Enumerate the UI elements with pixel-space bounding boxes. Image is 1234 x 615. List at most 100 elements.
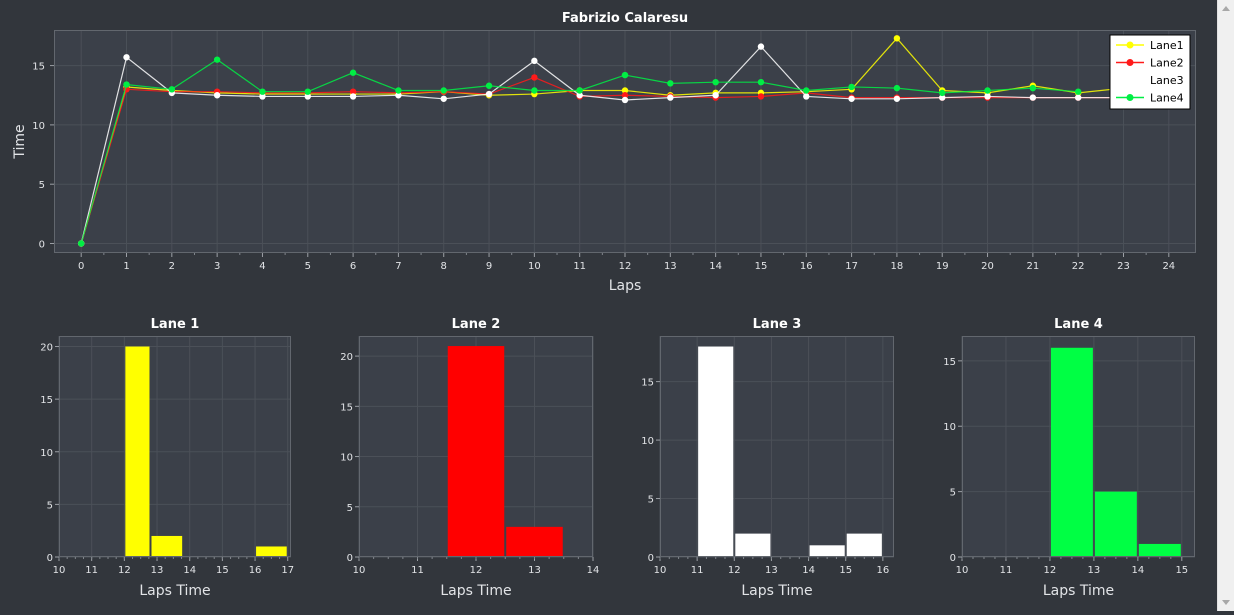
legend-swatch-marker <box>1126 94 1134 101</box>
hist-2-y-tick-label: 0 <box>347 553 353 564</box>
data-point-lane3 <box>213 92 221 99</box>
data-point-lane4 <box>395 87 402 94</box>
main-x-tick-label: 5 <box>305 261 311 272</box>
data-point-lane4 <box>1074 88 1082 95</box>
main-x-tick-label: 18 <box>891 261 904 272</box>
main-x-tick-label: 6 <box>350 261 356 272</box>
data-point-lane2 <box>757 93 765 100</box>
hist-4-bar <box>1050 347 1093 557</box>
hist-1-x-tick-label: 12 <box>118 565 131 576</box>
main-x-tick-label: 9 <box>486 261 492 272</box>
data-point-lane4 <box>531 87 538 94</box>
hist-4-plot-frame <box>962 336 1195 557</box>
hist-3-y-tick-label: 5 <box>648 495 654 506</box>
main-y-tick-label: 15 <box>32 62 45 73</box>
data-point-lane2 <box>621 92 629 99</box>
hist-1-title: Lane 1 <box>151 317 200 332</box>
data-point-lane4 <box>757 78 765 86</box>
hist-4-y-tick-label: 5 <box>950 488 956 499</box>
hist-1-x-tick-label: 15 <box>216 565 229 576</box>
data-point-lane4 <box>485 82 493 89</box>
data-point-lane1 <box>621 87 629 94</box>
data-point-lane1 <box>893 35 901 42</box>
hist-2-x-tick-label: 12 <box>470 565 483 576</box>
hist-1-x-tick-label: 11 <box>85 565 98 576</box>
main-x-tick-label: 0 <box>78 261 84 272</box>
hist-4-x-tick-label: 10 <box>956 565 969 576</box>
hist-2-x-tick-label: 13 <box>528 565 541 576</box>
data-point-lane3 <box>259 93 266 100</box>
hist-1-y-tick-label: 10 <box>40 448 53 459</box>
main-plot-frame <box>54 30 1196 253</box>
main-x-tick-label: 7 <box>395 261 401 272</box>
data-point-lane3 <box>531 57 538 65</box>
main-x-tick-label: 14 <box>709 261 722 272</box>
hist-4-x-tick-label: 15 <box>1175 565 1188 576</box>
hist-3-bar <box>809 545 845 557</box>
main-y-tick-label: 10 <box>32 121 45 132</box>
data-point-lane4 <box>1029 84 1037 92</box>
legend-entry-lane2: Lane2 <box>1150 57 1184 70</box>
data-point-lane3 <box>621 96 629 104</box>
main-x-tick-label: 17 <box>845 261 858 272</box>
hist-1-x-tick-label: 10 <box>53 565 66 576</box>
data-point-lane4 <box>440 87 447 94</box>
data-point-lane4 <box>304 88 311 95</box>
hist-2-plot-frame <box>359 336 593 557</box>
main-x-tick-label: 12 <box>619 261 632 272</box>
hist-2-y-tick-label: 10 <box>340 453 353 464</box>
hist-3-x-tick-label: 12 <box>728 565 741 576</box>
data-point-lane3 <box>440 95 447 102</box>
hist-2-title: Lane 2 <box>452 317 501 332</box>
chart-canvas: 0 1 2 3 4 5 6 7 8 9 10 11 12 13 14 15 16 17 18 19 20 21 22 23 24… <box>12 11 1196 599</box>
data-point-lane3 <box>893 95 901 102</box>
data-point-lane3 <box>123 54 130 61</box>
hist-3-x-tick-label: 16 <box>876 565 889 576</box>
legend-swatch-marker <box>1126 41 1134 49</box>
hist-2-bar <box>506 526 563 557</box>
data-point-lane4 <box>667 80 674 87</box>
legend-box <box>1109 34 1191 110</box>
scroll-down-arrow-icon[interactable] <box>1222 600 1230 605</box>
main-x-tick-label: 8 <box>441 261 447 272</box>
hist-3-y-tick-label: 0 <box>648 553 654 564</box>
main-y-tick-label: 0 <box>39 240 45 251</box>
main-x-tick-label: 22 <box>1072 261 1085 272</box>
data-point-lane4 <box>621 71 629 79</box>
hist-4-x-tick-label: 13 <box>1088 565 1101 576</box>
hist-4-y-tick-label: 0 <box>950 553 956 564</box>
main-x-tick-label: 24 <box>1162 261 1175 272</box>
hist-4-x-tick-label: 11 <box>1000 565 1013 576</box>
main-x-tick-label: 2 <box>169 261 175 272</box>
hist-3-y-tick-label: 10 <box>641 436 654 447</box>
hist-1-y-tick-label: 15 <box>40 395 53 406</box>
data-point-lane4 <box>349 69 357 76</box>
hist-3-bar <box>846 533 882 557</box>
hist-3-plot-area <box>660 336 894 557</box>
scroll-up-arrow-icon[interactable] <box>1222 6 1230 11</box>
data-point-lane3 <box>757 43 765 50</box>
hist-3-bar <box>698 346 734 557</box>
hist-3-bar <box>735 533 771 557</box>
data-point-lane2 <box>531 74 538 81</box>
vertical-scrollbar[interactable] <box>1217 0 1234 611</box>
hist-2-x-axis-label: Laps Time <box>440 583 511 599</box>
hist-1-x-tick-label: 13 <box>151 565 164 576</box>
data-point-lane3 <box>395 92 402 99</box>
data-point-lane4 <box>984 87 991 94</box>
hist-2-x-tick-label: 14 <box>587 565 600 576</box>
hist-1-x-tick-label: 17 <box>281 565 294 576</box>
hist-1-x-axis-label: Laps Time <box>139 583 210 599</box>
hist-1-x-tick-label: 14 <box>183 565 196 576</box>
main-y-tick-label: 5 <box>39 180 45 191</box>
main-chart-title: Fabrizio Calaresu <box>562 11 688 26</box>
data-point-lane4 <box>893 84 901 92</box>
main-x-tick-label: 16 <box>800 261 813 272</box>
hist-3-x-tick-label: 11 <box>691 565 704 576</box>
hist-1-y-tick-label: 20 <box>40 343 53 354</box>
data-point-lane3 <box>667 94 674 101</box>
main-x-tick-label: 13 <box>664 261 677 272</box>
hist-3-x-axis-label: Laps Time <box>741 583 812 599</box>
hist-3-x-tick-label: 13 <box>765 565 778 576</box>
hist-1-bar <box>256 546 287 557</box>
